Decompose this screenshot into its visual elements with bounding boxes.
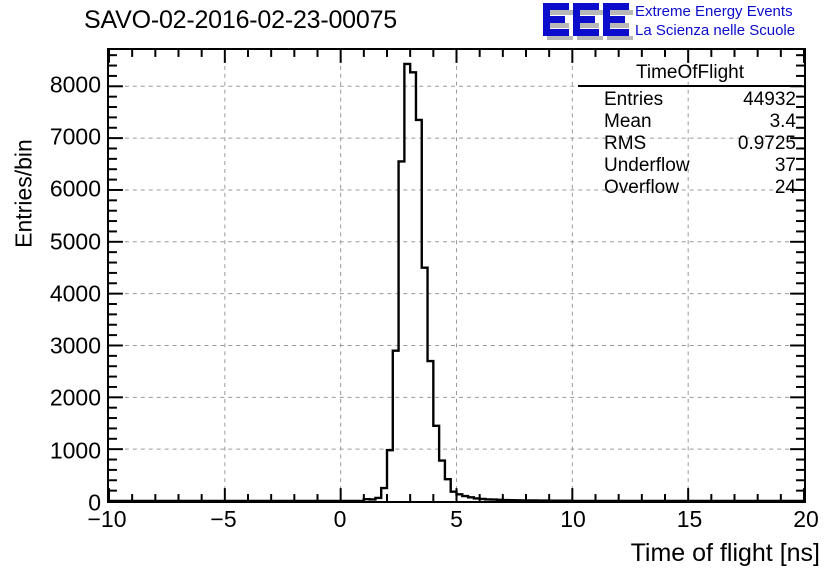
y-tick-label: 1000 (49, 437, 101, 464)
stats-row-name: Overflow (604, 177, 679, 198)
stats-row: Underflow 37 (578, 155, 802, 177)
stats-row-name: Underflow (604, 155, 690, 176)
stats-row: Mean 3.4 (578, 111, 802, 133)
y-tick-label: 0 (88, 489, 101, 516)
stats-row: Entries 44932 (578, 89, 802, 111)
x-tick-label: 10 (560, 506, 586, 532)
eee-logo-mark (543, 3, 633, 40)
plot-frame (107, 48, 806, 503)
histogram-series (109, 62, 804, 501)
grid-layer (109, 50, 804, 501)
y-axis-title: Entries/bin (10, 139, 37, 248)
x-tick-label: −5 (210, 506, 237, 532)
stats-row-value: 24 (774, 177, 796, 198)
stats-row-name: Mean (604, 111, 652, 132)
stats-box: TimeOfFlight Entries 44932 Mean 3.4 RMS 0.972… (578, 62, 802, 199)
y-tick-label: 8000 (49, 71, 101, 98)
y-tick-label: 5000 (49, 228, 101, 254)
eee-logo-line2: La Scienza nelle Scuole (635, 22, 796, 39)
stats-box-title: TimeOfFlight (578, 62, 802, 87)
stats-box-rows: Entries 44932 Mean 3.4 RMS 0.9725 Underflow 37 O… (578, 89, 802, 199)
eee-letter-icon (603, 3, 633, 40)
x-tick-label: 0 (333, 506, 347, 532)
eee-logo-line1: Extreme Energy Events (635, 3, 793, 20)
page-title: SAVO-02-2016-02-23-00075 (84, 6, 397, 34)
x-axis-tick-labels: −10 −5 0 5 10 15 20 (87, 506, 818, 536)
stats-row-value: 3.4 (769, 111, 796, 132)
stats-row-value: 44932 (743, 89, 796, 110)
y-tick-label: 6000 (49, 175, 101, 202)
x-tick-label: 15 (676, 506, 703, 532)
stats-row-name: RMS (604, 133, 647, 154)
eee-letter-icon (543, 3, 573, 40)
x-tick-label: 20 (793, 506, 819, 532)
stats-row-value: 0.9725 (737, 133, 796, 154)
eee-logo-text: Extreme Energy Events La Scienza nelle S… (635, 2, 795, 40)
x-axis-title: Time of flight [ns] (630, 539, 820, 567)
y-tick-label: 4000 (49, 280, 101, 307)
eee-letter-icon (573, 3, 603, 40)
y-axis-tick-labels: 0 1000 2000 3000 4000 5000 6000 7000 8000 (0, 48, 101, 515)
stats-row: Overflow 24 (578, 177, 802, 199)
y-tick-label: 7000 (49, 123, 101, 150)
stats-row: RMS 0.9725 (578, 133, 802, 155)
stats-row-name: Entries (604, 89, 664, 110)
y-tick-label: 2000 (49, 384, 101, 411)
x-tick-label: 5 (450, 506, 463, 532)
stats-row-value: 37 (774, 155, 796, 176)
y-tick-label: 3000 (49, 332, 101, 359)
x-tick-label: −10 (87, 506, 127, 532)
eee-logo: Extreme Energy Events La Scienza nelle S… (543, 2, 835, 40)
